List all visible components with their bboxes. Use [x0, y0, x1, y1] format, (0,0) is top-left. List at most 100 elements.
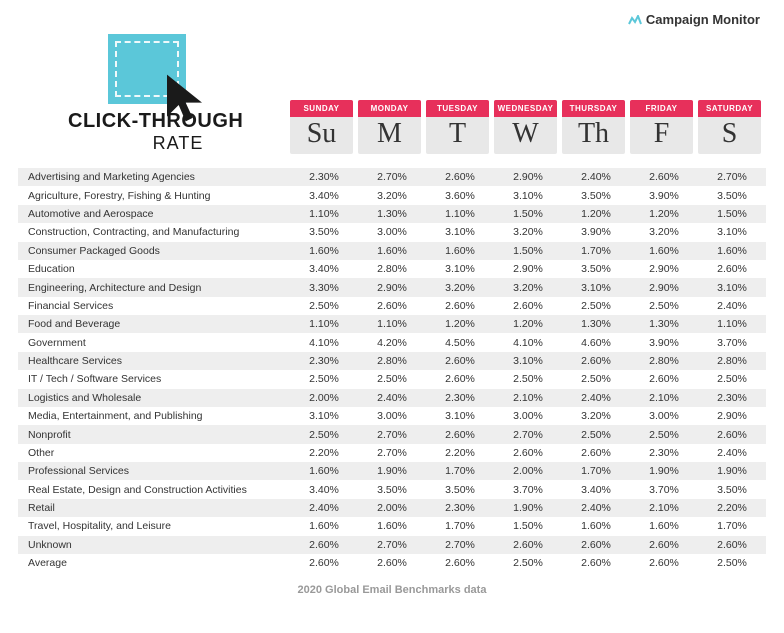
cell-value: 2.60% [630, 554, 698, 572]
cell-value: 3.70% [630, 480, 698, 498]
cell-value: 1.90% [358, 462, 426, 480]
cell-value: 1.10% [426, 205, 494, 223]
day-header: TUESDAYT [426, 100, 489, 154]
day-header: SUNDAYSu [290, 100, 353, 154]
cell-value: 3.40% [290, 260, 358, 278]
cell-value: 2.30% [290, 352, 358, 370]
cell-value: 2.20% [290, 444, 358, 462]
cell-value: 2.20% [426, 444, 494, 462]
cell-value: 2.80% [358, 260, 426, 278]
cell-value: 2.50% [630, 297, 698, 315]
day-label: TUESDAY [426, 100, 489, 117]
cell-value: 2.70% [358, 536, 426, 554]
cell-value: 4.10% [494, 333, 562, 351]
cell-value: 1.30% [630, 315, 698, 333]
cell-value: 3.10% [290, 407, 358, 425]
cell-value: 2.40% [290, 499, 358, 517]
cell-value: 2.60% [426, 370, 494, 388]
cell-value: 3.20% [562, 407, 630, 425]
cell-value: 3.50% [562, 186, 630, 204]
cell-value: 3.50% [562, 260, 630, 278]
cell-value: 3.50% [698, 480, 766, 498]
title-sub: RATE [68, 133, 268, 154]
cell-value: 2.70% [494, 425, 562, 443]
cell-value: 1.70% [426, 517, 494, 535]
cell-value: 2.60% [290, 554, 358, 572]
cell-value: 1.60% [290, 462, 358, 480]
cell-value: 3.70% [494, 480, 562, 498]
cell-value: 1.60% [698, 242, 766, 260]
cell-value: 2.50% [494, 370, 562, 388]
cell-value: 2.90% [698, 407, 766, 425]
day-header: SATURDAYS [698, 100, 761, 154]
cell-value: 2.60% [562, 444, 630, 462]
cell-value: 2.30% [630, 444, 698, 462]
cell-value: 2.50% [562, 297, 630, 315]
cell-value: 3.00% [630, 407, 698, 425]
cell-value: 1.60% [358, 517, 426, 535]
day-headers: SUNDAYSuMONDAYMTUESDAYTWEDNESDAYWTHURSDA… [288, 100, 766, 154]
cell-value: 3.50% [290, 223, 358, 241]
cell-value: 3.40% [290, 480, 358, 498]
cell-value: 2.90% [494, 168, 562, 186]
cell-value: 1.20% [562, 205, 630, 223]
cell-value: 2.60% [562, 554, 630, 572]
cell-value: 4.10% [290, 333, 358, 351]
cell-value: 1.20% [426, 315, 494, 333]
row-label: Construction, Contracting, and Manufactu… [18, 223, 290, 241]
cell-value: 2.50% [698, 370, 766, 388]
cell-value: 3.10% [426, 407, 494, 425]
brand-icon [628, 13, 642, 28]
cell-value: 2.00% [358, 499, 426, 517]
cell-value: 1.60% [630, 517, 698, 535]
cell-value: 4.50% [426, 333, 494, 351]
day-label: SATURDAY [698, 100, 761, 117]
cell-value: 2.50% [290, 425, 358, 443]
day-label: THURSDAY [562, 100, 625, 117]
table-row: Professional Services1.60%1.90%1.70%2.00… [18, 462, 766, 480]
cell-value: 2.60% [426, 168, 494, 186]
row-label: Healthcare Services [18, 352, 290, 370]
cell-value: 3.90% [630, 333, 698, 351]
day-abbrev: Su [290, 117, 353, 154]
cell-value: 2.50% [630, 425, 698, 443]
cell-value: 1.70% [698, 517, 766, 535]
cell-value: 2.60% [426, 352, 494, 370]
cell-value: 2.60% [698, 260, 766, 278]
cell-value: 3.20% [494, 223, 562, 241]
cell-value: 1.10% [290, 315, 358, 333]
table-row: Financial Services2.50%2.60%2.60%2.60%2.… [18, 297, 766, 315]
cell-value: 1.70% [562, 462, 630, 480]
table-row: Unknown2.60%2.70%2.70%2.60%2.60%2.60%2.6… [18, 536, 766, 554]
row-label: Real Estate, Design and Construction Act… [18, 480, 290, 498]
cell-value: 3.10% [426, 223, 494, 241]
cell-value: 2.60% [698, 536, 766, 554]
cell-value: 1.20% [630, 205, 698, 223]
cell-value: 2.30% [426, 499, 494, 517]
day-abbrev: F [630, 117, 693, 154]
table-row: Engineering, Architecture and Design3.30… [18, 278, 766, 296]
row-label: Nonprofit [18, 425, 290, 443]
row-label: Media, Entertainment, and Publishing [18, 407, 290, 425]
cell-value: 2.60% [630, 168, 698, 186]
cell-value: 1.60% [290, 517, 358, 535]
cell-value: 2.10% [494, 389, 562, 407]
cell-value: 2.70% [426, 536, 494, 554]
cell-value: 3.30% [290, 278, 358, 296]
cell-value: 3.50% [698, 186, 766, 204]
cell-value: 2.60% [562, 536, 630, 554]
table-row: Logistics and Wholesale2.00%2.40%2.30%2.… [18, 389, 766, 407]
brand-text: Campaign Monitor [646, 12, 760, 27]
cell-value: 2.00% [494, 462, 562, 480]
cell-value: 4.60% [562, 333, 630, 351]
hero-block: CLICK-THROUGH RATE [18, 34, 288, 154]
cell-value: 1.70% [562, 242, 630, 260]
row-label: Food and Beverage [18, 315, 290, 333]
cell-value: 2.50% [290, 297, 358, 315]
cell-value: 3.90% [630, 186, 698, 204]
table-row: Retail2.40%2.00%2.30%1.90%2.40%2.10%2.20… [18, 499, 766, 517]
cell-value: 2.50% [358, 370, 426, 388]
row-label: Education [18, 260, 290, 278]
cell-value: 1.70% [426, 462, 494, 480]
cell-value: 2.60% [426, 425, 494, 443]
